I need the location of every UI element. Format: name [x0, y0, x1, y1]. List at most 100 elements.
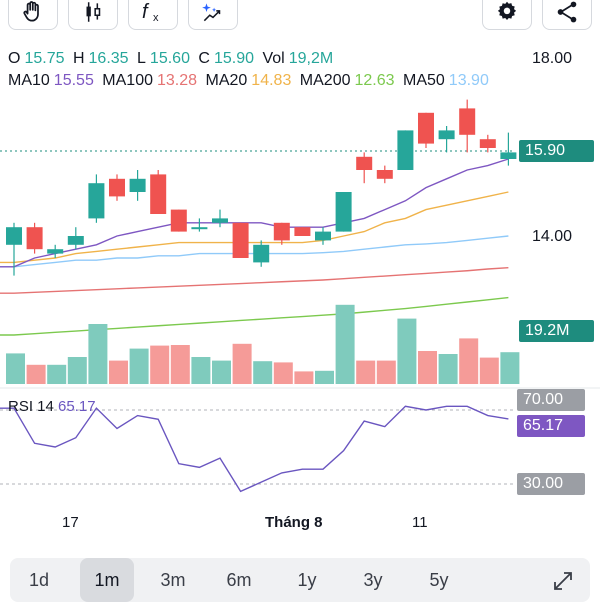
volume-bars	[6, 304, 520, 384]
volume-bar	[294, 371, 314, 384]
volume-label: Vol	[262, 50, 285, 67]
time-range-bar: 1d 1m 3m 6m 1y 3y 5y	[10, 558, 590, 602]
ma50-value: 13.90	[448, 72, 489, 89]
rsi-line	[0, 405, 509, 493]
low-value: 15.60	[149, 50, 190, 67]
settings-button[interactable]	[482, 0, 532, 30]
ma200-line	[0, 296, 509, 336]
volume-bar	[170, 345, 190, 384]
candle-body	[479, 139, 496, 148]
volume-bar	[129, 348, 149, 384]
hand-tool-button[interactable]	[8, 0, 58, 30]
candle-body	[212, 218, 228, 223]
candle-body	[500, 152, 517, 159]
open-label: O	[8, 50, 21, 67]
volume-bar	[479, 357, 499, 384]
range-button-3m[interactable]: 3m	[160, 570, 186, 590]
ma50-line	[0, 235, 509, 268]
candle-body	[129, 178, 146, 192]
rsi-upper-tag: 70.00	[517, 389, 585, 411]
volume-bar	[315, 370, 334, 384]
candle-body	[459, 108, 476, 135]
ohlc-legend: O 15.75 H 16.35 L 15.60 C 15.90 Vol 19,2M	[8, 50, 337, 68]
candle-body	[397, 130, 414, 170]
candle-body	[315, 231, 331, 241]
high-label: H	[72, 50, 85, 67]
volume-bar	[335, 304, 355, 384]
volume-bar	[418, 351, 437, 384]
close-label: C	[198, 50, 210, 67]
ma10-line	[0, 158, 509, 268]
volume-bar	[356, 360, 376, 384]
volume-bar	[6, 353, 25, 384]
open-value: 15.75	[24, 50, 65, 67]
volume-bar	[191, 357, 211, 384]
moving-average-legend: MA10 15.55 MA100 13.28 MA20 14.83 MA200 12.6…	[8, 72, 493, 90]
share-button[interactable]	[542, 0, 592, 30]
candle-body	[294, 227, 311, 236]
volume-bar	[376, 360, 396, 384]
rsi-legend: RSI 14 65.17	[8, 398, 96, 415]
indicators-button[interactable]: f x	[128, 0, 178, 30]
ma10-value: 15.55	[53, 72, 94, 89]
range-button-6m[interactable]: 6m	[226, 570, 252, 590]
chart-toolbar: f x	[0, 0, 600, 30]
candle-body	[376, 170, 393, 179]
rsi-label: RSI 14	[8, 398, 54, 415]
volume-bar	[150, 345, 170, 384]
candle-body	[335, 192, 352, 232]
fullscreen-button[interactable]	[536, 558, 590, 602]
candle-body	[47, 249, 64, 254]
expand-icon	[554, 572, 572, 591]
volume-value: 19,2M	[288, 50, 334, 67]
volume-bar	[273, 362, 293, 384]
candle-body	[6, 227, 22, 245]
volume-bar	[109, 360, 128, 384]
magic-tool-button[interactable]	[188, 0, 238, 30]
candle-body	[150, 174, 167, 214]
candlestick-icon	[86, 2, 101, 22]
svg-text:f: f	[142, 1, 150, 23]
candle-body	[253, 244, 270, 263]
range-button-1d[interactable]: 1d	[28, 570, 50, 590]
close-value: 15.90	[213, 50, 255, 67]
x-axis-label-month: Tháng 8	[265, 514, 323, 531]
volume-bar	[232, 343, 252, 384]
range-button-1y[interactable]: 1y	[297, 570, 317, 590]
gear-icon	[497, 1, 517, 21]
hand-icon	[23, 1, 39, 22]
price-chart[interactable]	[0, 0, 600, 500]
range-button-5y[interactable]: 5y	[429, 570, 449, 590]
volume-bar	[459, 338, 479, 384]
rsi-lower-tag: 30.00	[517, 473, 585, 495]
volume-bar	[253, 361, 273, 384]
ma100-line	[0, 266, 509, 294]
ma20-label: MA20	[205, 72, 248, 89]
volume-bar	[47, 364, 67, 384]
svg-text:x: x	[153, 12, 159, 24]
candlesticks	[6, 99, 517, 276]
range-button-3y[interactable]: 3y	[363, 570, 383, 590]
volume-bar	[438, 354, 458, 384]
ma200-value: 12.63	[354, 72, 395, 89]
x-axis-label-17: 17	[62, 514, 79, 531]
current-price-tag: 15.90	[519, 140, 594, 162]
range-button-1m[interactable]: 1m	[80, 558, 134, 602]
price-tick-top: 18.00	[532, 50, 573, 67]
high-value: 16.35	[88, 50, 129, 67]
chart-type-button[interactable]	[68, 0, 118, 30]
volume-bar	[88, 324, 108, 384]
candle-body	[88, 183, 105, 219]
ma200-label: MA200	[299, 72, 351, 89]
price-tick-mid: 14.00	[532, 228, 573, 245]
candle-body	[109, 178, 125, 197]
candle-body	[418, 112, 434, 144]
volume-bar	[212, 360, 231, 384]
magic-drawing-icon	[202, 3, 221, 22]
volume-bar	[67, 357, 87, 384]
candle-body	[232, 222, 249, 258]
candle-body	[438, 130, 455, 140]
share-icon	[557, 1, 577, 23]
x-axis-label-11: 11	[412, 514, 428, 531]
candle-body	[170, 209, 187, 232]
